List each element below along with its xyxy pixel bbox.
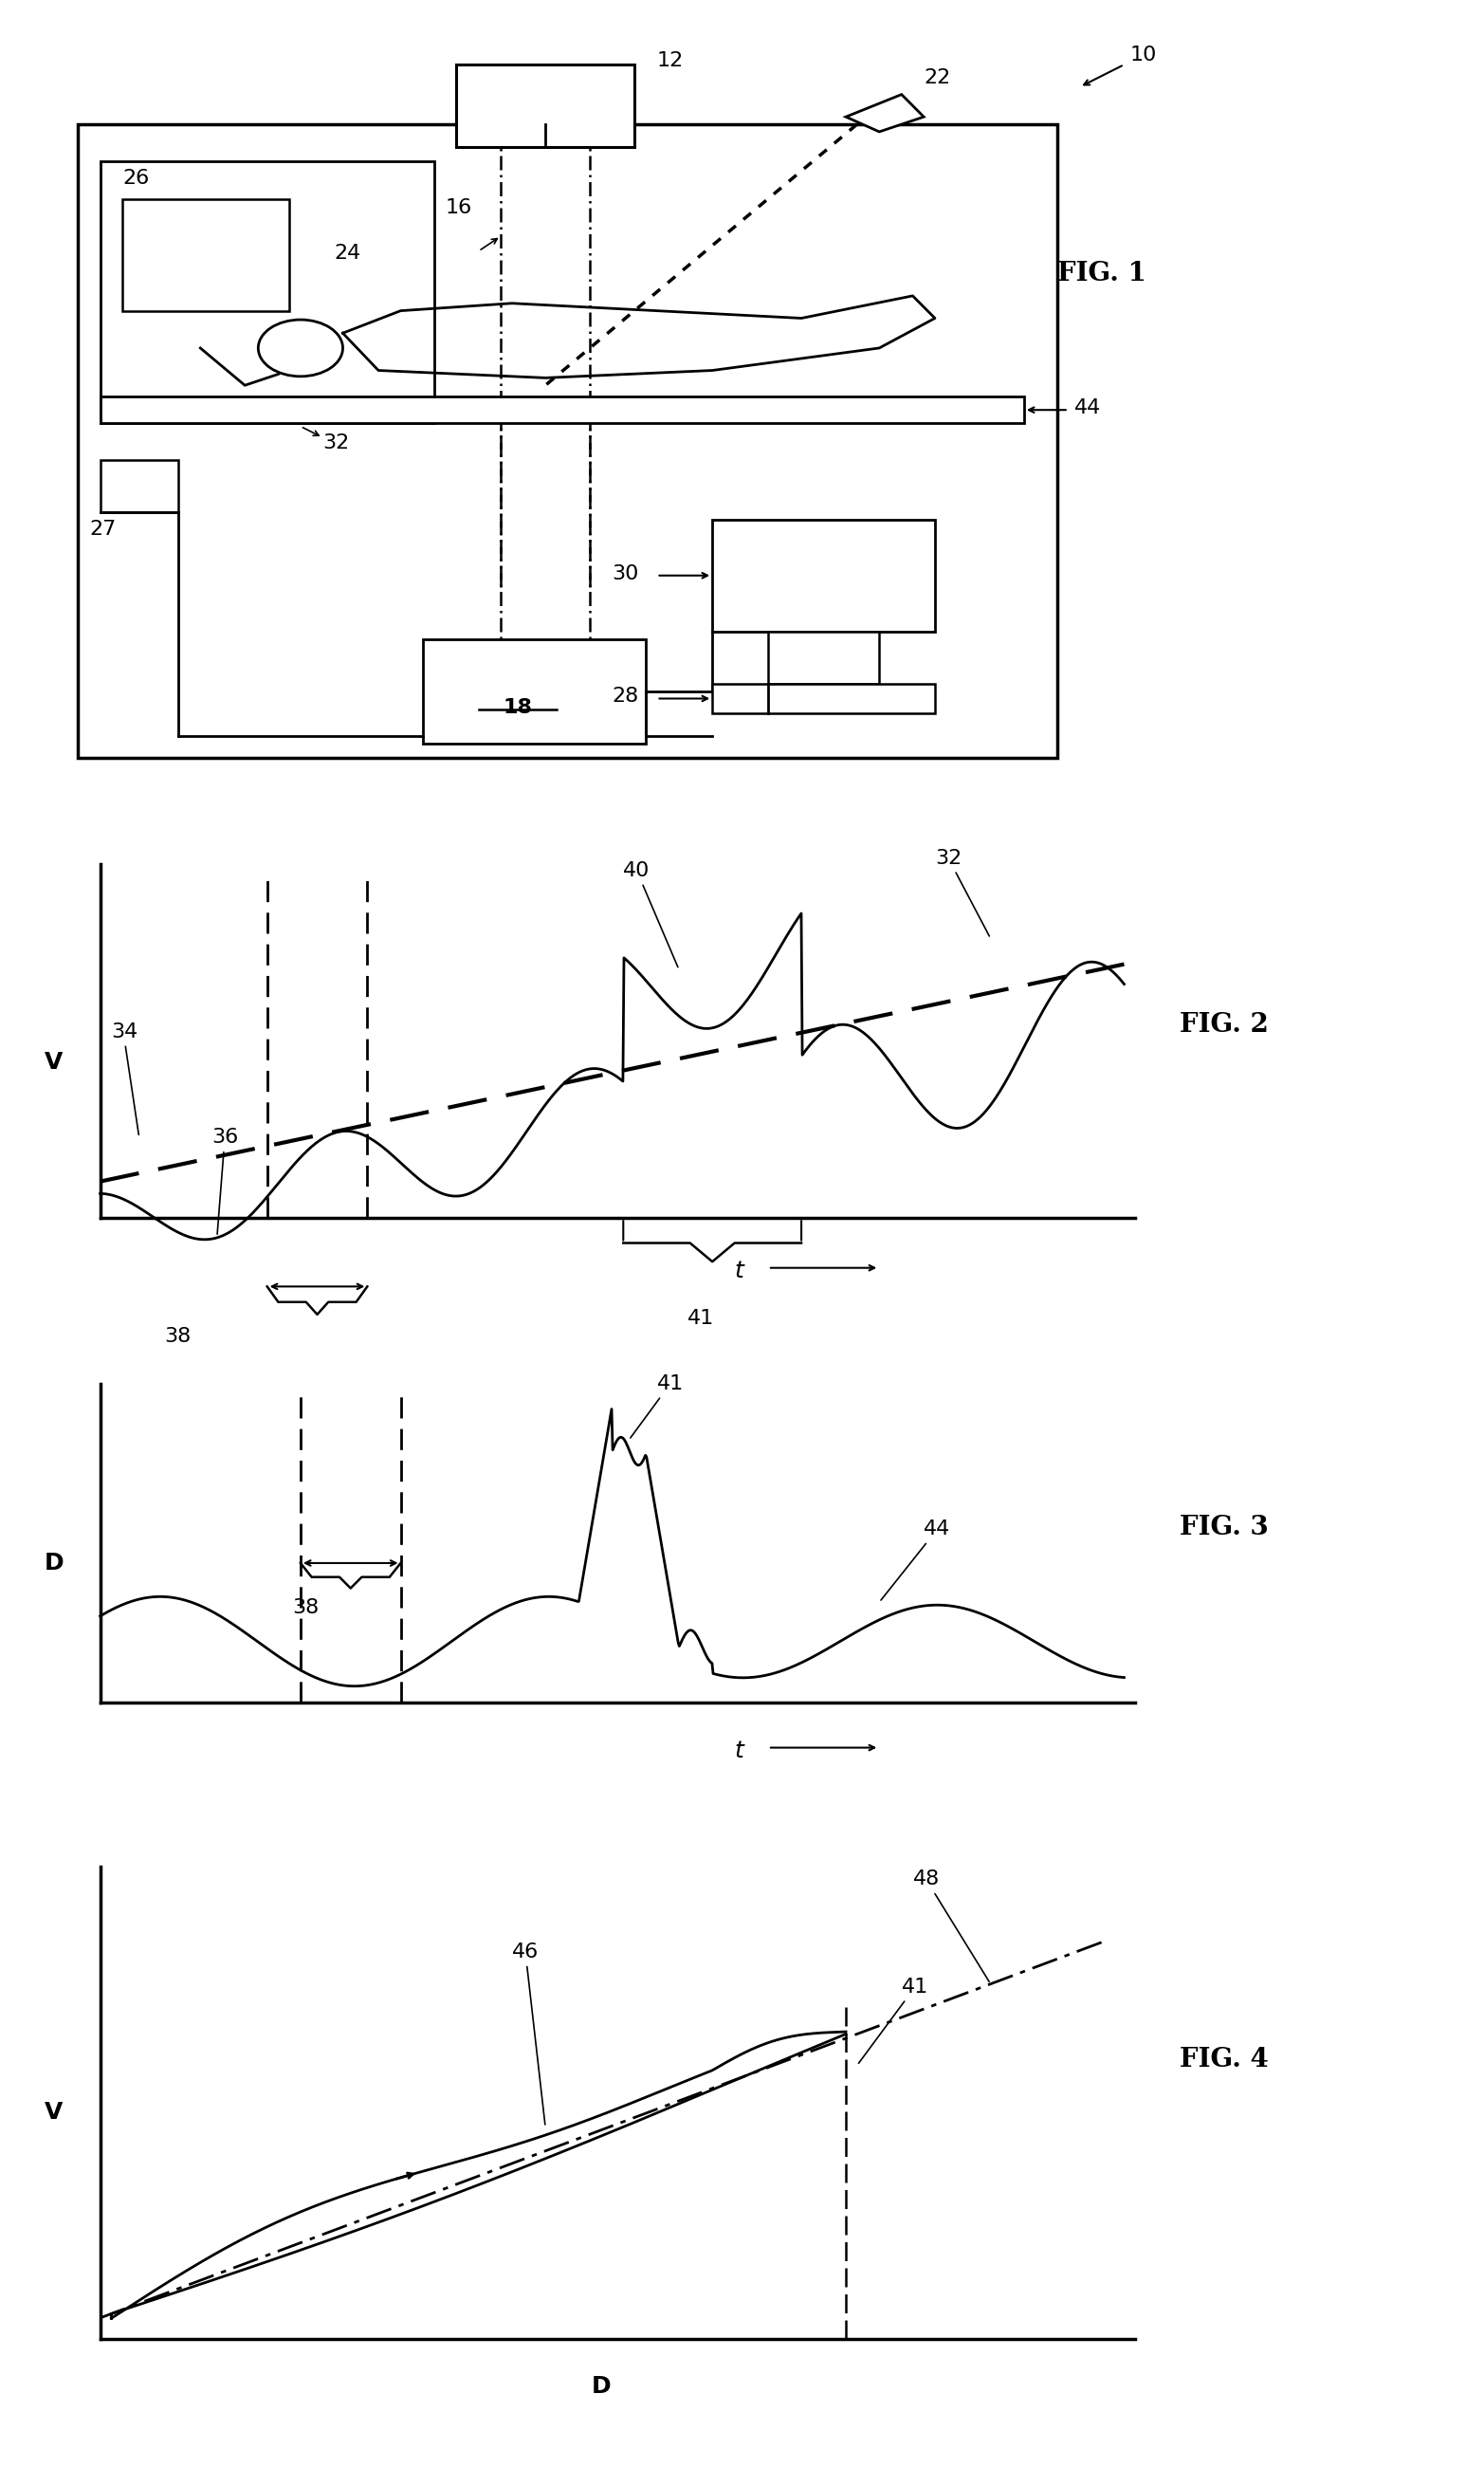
Text: FIG. 3: FIG. 3 [1180,1514,1269,1541]
Bar [99,395,1024,423]
Bar [712,520,935,631]
Bar [77,124,1057,758]
Text: 18: 18 [503,699,533,718]
Text: 26: 26 [122,169,150,189]
Bar [457,65,635,147]
Text: 27: 27 [89,520,116,539]
Text: 44: 44 [1074,398,1101,418]
Text: 10: 10 [1129,45,1156,65]
Bar [712,684,935,713]
Text: 22: 22 [923,67,951,87]
Text: 41: 41 [687,1308,715,1328]
Text: 46: 46 [512,1942,545,2126]
Text: V: V [45,1052,62,1074]
Bar [423,639,646,743]
Text: 30: 30 [613,564,640,584]
Text: 34: 34 [111,1022,138,1134]
Bar [122,199,289,311]
Text: 24: 24 [334,244,361,264]
Text: 44: 44 [881,1519,951,1601]
Text: 38: 38 [165,1328,191,1347]
Text: 16: 16 [445,199,472,219]
Text: FIG. 2: FIG. 2 [1180,1012,1269,1037]
Text: 28: 28 [613,686,640,706]
Text: 36: 36 [211,1129,239,1233]
Text: D: D [45,1551,64,1574]
Text: 38: 38 [292,1598,319,1618]
Text: 12: 12 [657,52,684,70]
Text: V: V [45,2101,62,2123]
Text: 41: 41 [859,1979,929,2063]
Text: 48: 48 [913,1869,990,1981]
Bar [99,162,433,423]
Bar [769,631,879,684]
Text: 32: 32 [324,433,350,452]
Polygon shape [846,94,923,132]
Text: 41: 41 [631,1375,684,1437]
Text: D: D [591,2374,611,2399]
Text: FIG. 1: FIG. 1 [1058,261,1147,286]
Text: 40: 40 [623,860,678,967]
Bar [99,460,178,512]
Circle shape [258,321,343,375]
Text: 32: 32 [935,848,990,937]
Text: t: t [735,1260,743,1283]
Text: t: t [735,1740,743,1763]
Text: FIG. 4: FIG. 4 [1180,2046,1269,2073]
